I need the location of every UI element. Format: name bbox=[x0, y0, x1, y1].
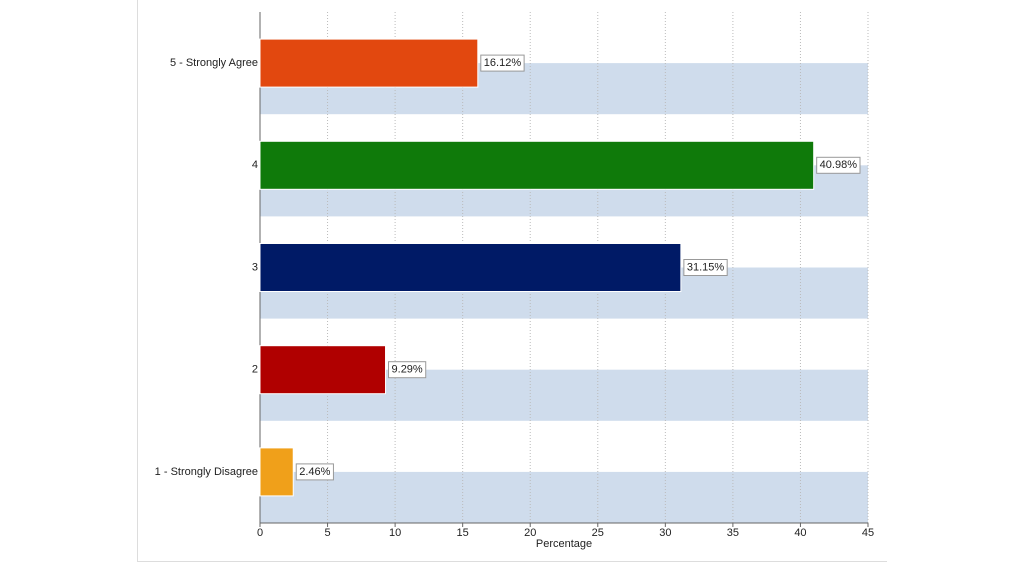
bar bbox=[259, 140, 815, 190]
value-label: 31.15% bbox=[687, 261, 725, 273]
x-tick-label: 5 bbox=[324, 527, 330, 539]
bar bbox=[259, 38, 479, 88]
value-label-box bbox=[295, 463, 334, 481]
x-tick-label: 35 bbox=[727, 527, 739, 539]
value-label: 9.29% bbox=[392, 364, 423, 376]
x-tick-label: 0 bbox=[257, 527, 263, 539]
x-tick-label: 30 bbox=[659, 527, 671, 539]
bar bbox=[259, 345, 387, 395]
x-tick-label: 15 bbox=[457, 527, 469, 539]
value-label: 40.98% bbox=[820, 159, 858, 171]
bar bbox=[259, 447, 294, 497]
x-tick-label: 45 bbox=[862, 527, 874, 539]
band-stripe bbox=[260, 471, 868, 523]
value-label-box bbox=[480, 54, 525, 72]
x-tick-label: 10 bbox=[389, 527, 401, 539]
x-axis-label: Percentage bbox=[536, 538, 592, 550]
y-tick-label: 4 bbox=[252, 159, 258, 171]
x-tick-label: 25 bbox=[592, 527, 604, 539]
value-label-box bbox=[683, 259, 728, 276]
x-tick-label: 20 bbox=[524, 527, 536, 539]
bar bbox=[259, 243, 682, 292]
value-label: 2.46% bbox=[299, 466, 330, 478]
value-label-box bbox=[388, 361, 427, 379]
y-tick-label: 2 bbox=[252, 364, 258, 376]
x-tick-label: 40 bbox=[794, 527, 806, 539]
y-tick-label: 3 bbox=[252, 261, 258, 273]
y-tick-label: 5 - Strongly Agree bbox=[170, 57, 258, 69]
value-label-box bbox=[816, 156, 861, 174]
y-tick-label: 1 - Strongly Disagree bbox=[155, 466, 258, 478]
value-label: 16.12% bbox=[484, 57, 522, 69]
